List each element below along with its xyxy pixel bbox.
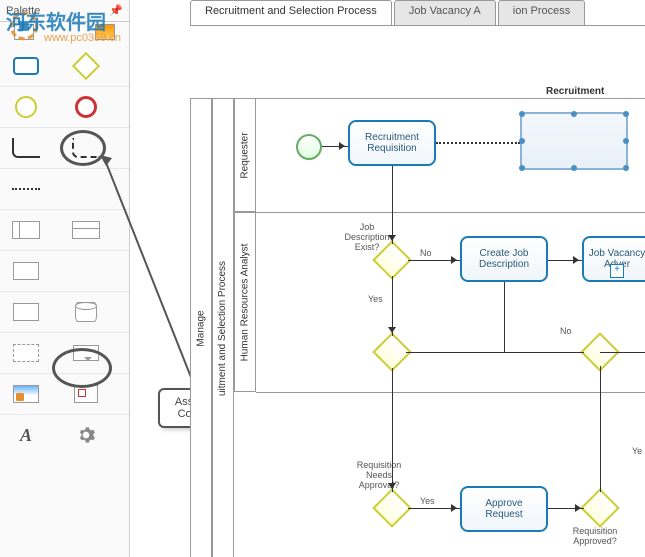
shape-association-connector[interactable] [70, 134, 102, 162]
flow-label-yes-1: Yes [368, 294, 383, 304]
shape-data-store[interactable] [70, 298, 102, 326]
shape-task[interactable] [10, 52, 42, 80]
watermark-logo [8, 10, 40, 42]
shape-pool-v[interactable] [70, 216, 102, 244]
task-recruitment-requisition[interactable]: Recruitment Requisition [348, 120, 436, 166]
pool-process-label: uitment and Selection Process [218, 260, 229, 395]
shape-image[interactable] [10, 380, 42, 408]
association-connector-line[interactable] [436, 142, 520, 144]
palette-view-icon-2[interactable] [95, 24, 115, 40]
flow-label-no-2: No [560, 326, 572, 336]
flow-label-yes-2: Yes [420, 496, 435, 506]
shape-text-icon[interactable]: A [10, 421, 42, 449]
shape-message-flow[interactable] [10, 175, 42, 203]
shape-text-annotation[interactable] [70, 339, 102, 367]
lane-requester-label: Requester [240, 132, 251, 178]
task-job-vacancy[interactable]: Job Vacancy Adver [582, 236, 645, 282]
flow-9b [504, 282, 505, 352]
pool-process-header[interactable]: uitment and Selection Process [212, 98, 234, 557]
gateway-label-5: Requisition Approved? [562, 526, 628, 546]
lane-border-1 [256, 98, 645, 99]
flow-8 [548, 508, 584, 509]
flow-5 [548, 260, 582, 261]
flow-4 [392, 276, 393, 336]
shape-start-event[interactable] [10, 93, 42, 121]
lane-border-3 [256, 392, 645, 393]
flow-10 [600, 366, 601, 492]
shape-end-event[interactable] [70, 93, 102, 121]
shape-group[interactable] [10, 339, 42, 367]
diagram-canvas[interactable]: Manage uitment and Selection Process Req… [190, 26, 645, 557]
shape-lane[interactable] [10, 257, 42, 285]
flow-3 [408, 260, 460, 261]
start-event[interactable] [296, 134, 322, 160]
task-create-job-desc[interactable]: Create Job Description [460, 236, 548, 282]
lane-border-2 [256, 212, 645, 213]
palette-panel: Palette 📌 [0, 0, 130, 557]
tabs-bar: Recruitment and Selection Process Job Va… [190, 0, 645, 26]
gateway-req-approved[interactable] [580, 488, 620, 528]
lane-hr-label: Human Resources Analyst [240, 243, 251, 361]
shape-gear-icon[interactable] [70, 421, 102, 449]
flow-label-ye: Ye [632, 446, 642, 456]
tab-job-vacancy[interactable]: Job Vacancy A [394, 0, 496, 25]
shape-data-object[interactable] [10, 298, 42, 326]
tab-recruitment[interactable]: Recruitment and Selection Process [190, 0, 392, 25]
flow-1 [322, 146, 348, 147]
task-approve-request[interactable]: Approve Request [460, 486, 548, 532]
flow-2 [392, 166, 393, 244]
shape-gateway[interactable] [70, 52, 102, 80]
pool-header[interactable]: Manage [190, 98, 212, 557]
flow-6 [392, 368, 393, 492]
flow-7 [408, 508, 460, 509]
group-title: Recruitment [546, 86, 604, 97]
pool-label: Manage [196, 310, 207, 346]
selected-annotation[interactable] [520, 112, 628, 170]
shape-sequence-flow[interactable] [10, 134, 42, 162]
lane-requester[interactable]: Requester [234, 98, 256, 212]
gateway-label-1: Job Description Exist? [342, 222, 392, 252]
gateway-req-approval[interactable] [372, 488, 412, 528]
flow-9 [406, 352, 584, 353]
flow-label-no-1: No [420, 248, 432, 258]
palette-pin-icon[interactable]: 📌 [109, 4, 123, 17]
shape-formatted-text[interactable] [70, 380, 102, 408]
lane-hr-analyst[interactable]: Human Resources Analyst [234, 212, 256, 392]
shape-pool-h[interactable] [10, 216, 42, 244]
tab-ion-process[interactable]: ion Process [498, 0, 585, 25]
gateway-label-3: Requisition Needs Approval? [346, 460, 412, 490]
flow-no [600, 352, 645, 353]
